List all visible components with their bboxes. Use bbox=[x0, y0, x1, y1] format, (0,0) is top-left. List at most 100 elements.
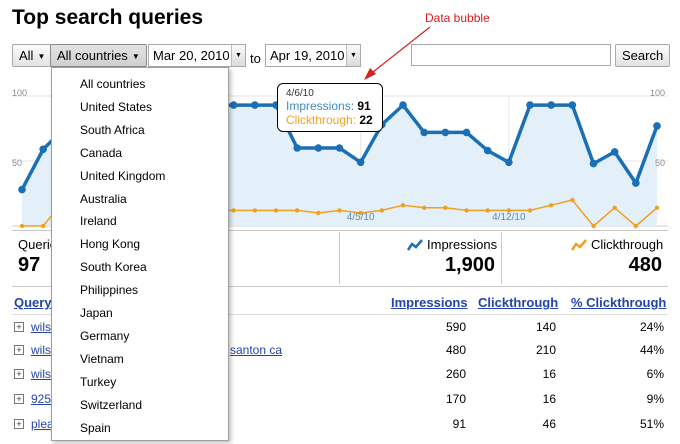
country-menu-item[interactable]: Philippines bbox=[80, 283, 139, 298]
country-menu-item[interactable]: Japan bbox=[80, 306, 113, 320]
clickthrough-point[interactable] bbox=[252, 208, 258, 213]
country-menu-item[interactable]: Turkey bbox=[80, 374, 117, 389]
impressions-point[interactable] bbox=[653, 122, 661, 130]
search-input[interactable] bbox=[411, 44, 611, 66]
query-link[interactable]: plea bbox=[31, 417, 54, 431]
clickthrough-point[interactable] bbox=[591, 223, 596, 229]
clickthrough-point[interactable] bbox=[570, 197, 575, 203]
chevron-down-icon[interactable]: ▼ bbox=[346, 45, 360, 66]
clickthrough-point[interactable] bbox=[294, 208, 300, 213]
clickthrough-point[interactable] bbox=[316, 210, 321, 216]
expand-icon[interactable]: + bbox=[14, 419, 24, 429]
clickthrough-point[interactable] bbox=[654, 205, 660, 210]
country-menu-item[interactable]: Switzerland bbox=[80, 397, 143, 412]
impressions-point[interactable] bbox=[462, 128, 471, 137]
clickthrough-summary-label: Clickthrough bbox=[591, 237, 664, 252]
country-menu-item[interactable]: United Kingdom bbox=[80, 168, 166, 183]
clickthrough-cell: 46 bbox=[542, 417, 556, 431]
query-link[interactable]: wils bbox=[31, 320, 51, 334]
clickthrough-point[interactable] bbox=[506, 208, 512, 213]
clickthrough-point[interactable] bbox=[612, 205, 617, 210]
impressions-point[interactable] bbox=[589, 159, 598, 168]
impressions-cell: 480 bbox=[445, 343, 466, 357]
query-link-tail[interactable]: santon ca bbox=[230, 343, 283, 357]
clickthrough-point[interactable] bbox=[40, 223, 46, 229]
clickthrough-point[interactable] bbox=[273, 208, 279, 213]
country-menu-item[interactable]: Germany bbox=[80, 328, 130, 343]
impressions-point[interactable] bbox=[356, 158, 365, 167]
query-link[interactable]: wils bbox=[31, 343, 51, 357]
impressions-cell: 91 bbox=[452, 417, 466, 431]
country-menu-item[interactable]: South Africa bbox=[80, 122, 145, 137]
query-column-header[interactable]: Query bbox=[14, 295, 52, 310]
clickthrough-point[interactable] bbox=[548, 203, 554, 208]
impressions-point[interactable] bbox=[39, 145, 47, 154]
date-from-field[interactable]: Mar 20, 2010 ▼ bbox=[148, 44, 246, 67]
table-row: + 925 170 16 9% bbox=[0, 390, 680, 412]
impressions-point[interactable] bbox=[632, 179, 640, 187]
annotation-arrow-line bbox=[367, 26, 431, 77]
impressions-trend-icon bbox=[407, 239, 423, 251]
expand-icon[interactable]: + bbox=[14, 345, 24, 355]
date-to-field[interactable]: Apr 19, 2010 ▼ bbox=[265, 44, 361, 67]
search-button[interactable]: Search bbox=[615, 44, 671, 67]
country-menu-item[interactable]: All countries bbox=[80, 77, 146, 91]
summary-divider bbox=[339, 232, 340, 284]
impressions-point[interactable] bbox=[293, 144, 301, 152]
expand-icon[interactable]: + bbox=[14, 369, 24, 379]
impressions-point[interactable] bbox=[483, 146, 492, 155]
country-menu-item[interactable]: Canada bbox=[80, 145, 123, 160]
impressions-point[interactable] bbox=[505, 158, 513, 167]
clickthrough-point[interactable] bbox=[358, 210, 363, 216]
table-row: + wils santon ca 480 210 44% bbox=[0, 341, 680, 363]
expand-icon[interactable]: + bbox=[14, 322, 24, 332]
country-menu-item[interactable]: Australia bbox=[80, 191, 127, 206]
impressions-point[interactable] bbox=[610, 148, 619, 156]
impressions-point[interactable] bbox=[399, 101, 407, 109]
impressions-summary-label: Impressions bbox=[427, 237, 498, 252]
impressions-point[interactable] bbox=[420, 128, 428, 137]
impressions-point[interactable] bbox=[251, 101, 259, 109]
impressions-point[interactable] bbox=[526, 101, 534, 109]
country-filter-button[interactable]: All countries ▼ bbox=[50, 44, 147, 67]
date-to-value: Apr 19, 2010 bbox=[270, 48, 345, 63]
clickthrough-point[interactable] bbox=[19, 223, 25, 229]
clickthrough-point[interactable] bbox=[443, 205, 448, 210]
clickthrough-point[interactable] bbox=[231, 208, 236, 213]
impressions-column-header[interactable]: Impressions bbox=[391, 295, 468, 310]
bubble-clickthrough-label: Clickthrough: bbox=[286, 113, 357, 127]
clickthrough-point[interactable] bbox=[527, 208, 533, 213]
pct-clickthrough-column-header[interactable]: % Clickthrough bbox=[571, 295, 667, 310]
clickthrough-point[interactable] bbox=[337, 208, 342, 213]
clickthrough-point[interactable] bbox=[485, 208, 490, 213]
table-header-divider bbox=[12, 314, 668, 315]
impressions-point[interactable] bbox=[568, 101, 577, 109]
impressions-point[interactable] bbox=[18, 185, 26, 194]
country-menu-item[interactable]: Ireland bbox=[80, 214, 117, 229]
expand-icon[interactable]: + bbox=[14, 394, 24, 404]
country-menu-item[interactable]: United States bbox=[80, 99, 153, 114]
impressions-point[interactable] bbox=[229, 101, 238, 109]
country-menu-item[interactable]: Hong Kong bbox=[80, 237, 141, 252]
summary-divider bbox=[501, 232, 502, 284]
bubble-date: 4/6/10 bbox=[286, 88, 314, 99]
impressions-point[interactable] bbox=[314, 144, 323, 152]
clickthrough-point[interactable] bbox=[400, 203, 406, 208]
chevron-down-icon[interactable]: ▼ bbox=[231, 45, 245, 66]
clickthrough-point[interactable] bbox=[421, 205, 427, 210]
clickthrough-point[interactable] bbox=[464, 208, 469, 213]
clickthrough-column-header[interactable]: Clickthrough bbox=[478, 295, 559, 310]
query-link[interactable]: 925 bbox=[31, 392, 52, 406]
clickthrough-point[interactable] bbox=[379, 208, 385, 213]
country-menu-item[interactable]: Spain bbox=[80, 420, 111, 435]
country-menu-item[interactable]: South Korea bbox=[80, 260, 147, 275]
impressions-point[interactable] bbox=[441, 128, 450, 137]
impressions-point[interactable] bbox=[335, 144, 344, 152]
clickthrough-point[interactable] bbox=[633, 223, 639, 229]
y-left-tick-100: 100 bbox=[12, 88, 28, 98]
chevron-down-icon: ▼ bbox=[37, 52, 46, 62]
all-filter-button[interactable]: All ▼ bbox=[12, 44, 53, 67]
country-menu-item[interactable]: Vietnam bbox=[80, 351, 124, 366]
query-link[interactable]: wils bbox=[31, 367, 51, 381]
impressions-point[interactable] bbox=[547, 101, 555, 109]
